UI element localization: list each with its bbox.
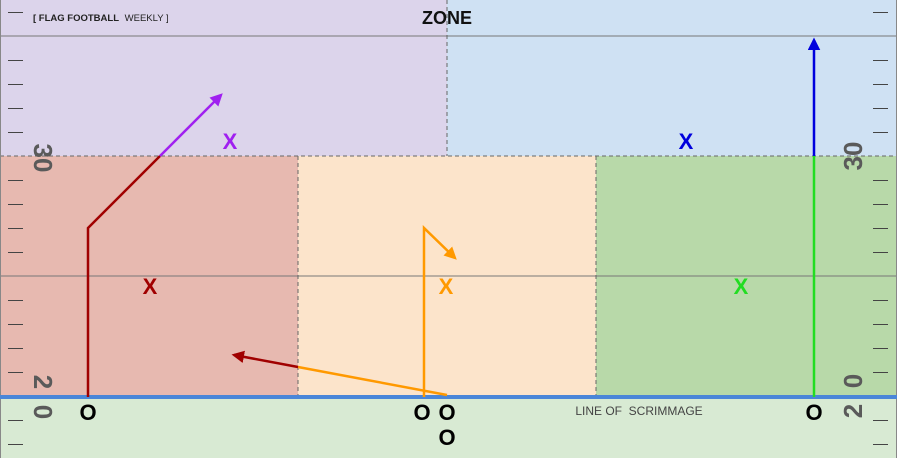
offense-left-receiver: O xyxy=(79,400,96,425)
hash-marks xyxy=(8,12,888,445)
defender-flat-right: X xyxy=(734,274,749,299)
offense-center-left: O xyxy=(413,400,430,425)
deep-right-zone xyxy=(447,0,897,156)
offense-right-receiver: O xyxy=(805,400,822,425)
offense-center-right: O xyxy=(438,400,455,425)
defender-deep-right: X xyxy=(679,129,694,154)
brand-prefix: [ FLAG FOOTBALL xyxy=(33,13,119,24)
defender-middle: X xyxy=(439,274,454,299)
yard-number-upper-right: 30 xyxy=(838,142,868,171)
brand-label: [ FLAG FOOTBALL WEEKLY ] xyxy=(33,13,169,24)
route-center-receiver xyxy=(422,225,457,397)
route-left-receiver xyxy=(86,155,161,397)
route-left-receiver-extension xyxy=(159,93,223,157)
yard-number-lower-right-right: 2 xyxy=(838,404,868,418)
yard-number-lower-left-bottom: 0 xyxy=(28,405,58,419)
brand-suffix: WEEKLY ] xyxy=(125,13,169,24)
yard-number-lower-right-left: 0 xyxy=(838,374,868,388)
backfield-zone xyxy=(0,397,897,458)
route-quarterback-pass-extension xyxy=(231,350,299,369)
defender-deep-left: X xyxy=(223,129,238,154)
route-quarterback-pass xyxy=(297,365,448,397)
deep-left-zone xyxy=(0,0,447,156)
yard-number-upper-left: 30 xyxy=(28,144,58,173)
line-of-scrimmage-label: LINE OF SCRIMMAGE xyxy=(575,404,702,418)
defender-flat-left: X xyxy=(143,274,158,299)
diagram-title: ZONE xyxy=(422,8,472,28)
offense-quarterback: O xyxy=(438,425,455,450)
yard-number-lower-left-top: 2 xyxy=(28,375,58,389)
